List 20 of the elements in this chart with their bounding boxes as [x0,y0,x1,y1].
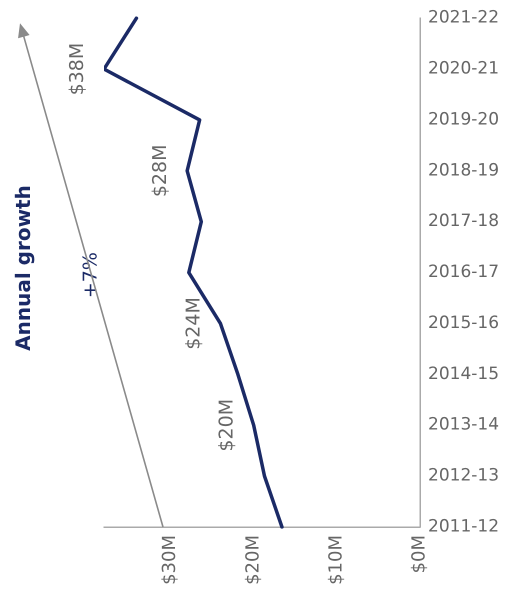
y-tick-label: 2018-19 [428,160,500,180]
y-tick-label: 2011-12 [428,516,500,536]
y-tick-label: 2016-17 [428,262,500,282]
x-tick-label: $10M [326,535,347,585]
text: Annual growth [11,185,36,351]
y-tick-label: 2012-13 [428,466,500,486]
y-tick-label: 2021-22 [428,8,500,28]
x-tick-label: $30M [159,535,180,585]
x-tick-label: $0M [408,535,430,574]
data-label: $20M [216,398,238,452]
data-label: $38M [66,42,88,96]
data-label: $24M [182,297,204,350]
y-tick-label: 2015-16 [428,312,500,333]
y-tick-label: 2019-20 [428,109,500,130]
y-tick-label: 2014-15 [428,364,500,384]
y-tick-label: 2013-14 [428,414,500,435]
y-tick-label: 2020-21 [428,58,500,78]
y-tick-label: 2017-18 [428,211,500,232]
data-label: $28M [149,144,172,198]
x-tick-label: $20M [242,535,264,585]
